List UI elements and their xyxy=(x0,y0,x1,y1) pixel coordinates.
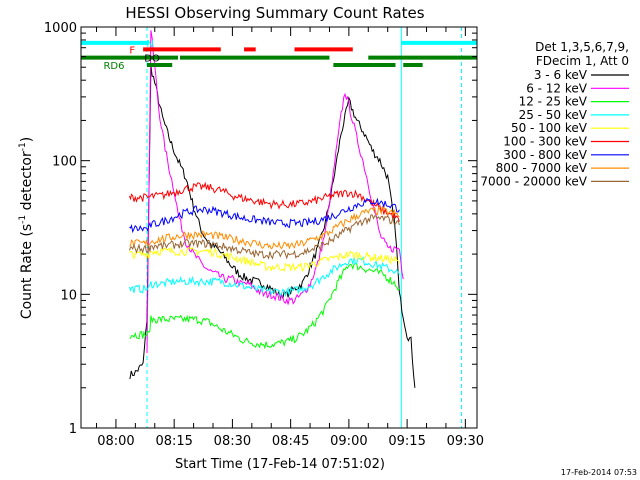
y-axis-label-mid: detector xyxy=(19,151,35,215)
x-tick-label-6: 09:30 xyxy=(447,434,484,449)
legend-label-3: 25 - 50 keV xyxy=(519,108,588,122)
y-axis-label-end: ) xyxy=(19,137,35,142)
series-line-1-0 xyxy=(146,30,404,354)
legend-header-line-1: Det 1,3,5,6,7,9, xyxy=(535,40,629,54)
legend-label-6: 300 - 800 keV xyxy=(503,148,587,162)
series-line-0-2 xyxy=(129,65,416,388)
x-tick-label-1: 08:15 xyxy=(155,434,192,449)
legend-label-2: 12 - 25 keV xyxy=(519,95,588,109)
legend-label-1: 6 - 12 keV xyxy=(526,81,588,95)
legend-header-line-2: FDecim 1, Att 0 xyxy=(536,54,629,68)
y-axis-label-main: Count Rate (s xyxy=(19,224,35,319)
y-axis-label-sup1: -1 xyxy=(18,215,28,224)
x-tick-label-3: 08:45 xyxy=(272,434,309,449)
flag-label-3: RD6 xyxy=(103,61,124,72)
y-tick-label-0: 1 xyxy=(69,422,77,437)
y-axis-label: Count Rate (s-1 detector-1) xyxy=(18,137,35,319)
footer-timestamp: 17-Feb-2014 07:53 xyxy=(561,468,637,477)
x-tick-label-4: 09:00 xyxy=(330,434,367,449)
legend-label-5: 100 - 300 keV xyxy=(503,135,587,149)
flag-label-1: F xyxy=(129,45,135,56)
plot-area: NF DO RD6 1 10 100 1000 08:00 08:15 08:30 08:45 09:… xyxy=(44,21,629,449)
y-axis-label-sup2: -1 xyxy=(18,142,28,151)
series-line-6-0 xyxy=(129,197,400,234)
x-tick-label-2: 08:30 xyxy=(214,434,251,449)
x-axis-label: Start Time (17-Feb-14 07:51:02) xyxy=(175,457,385,472)
flag-label-0: N xyxy=(146,39,153,50)
legend-label-0: 3 - 6 keV xyxy=(534,68,588,82)
series-line-7-0 xyxy=(129,205,400,250)
series-line-2-0 xyxy=(129,262,400,350)
series-line-8-0 xyxy=(129,214,400,260)
series-line-4-0 xyxy=(129,246,400,272)
y-tick-label-2: 100 xyxy=(52,155,77,170)
legend-label-8: 7000 - 20000 keV xyxy=(480,174,587,188)
flag-label-2: DO xyxy=(144,54,160,65)
legend-label-4: 50 - 100 keV xyxy=(511,121,588,135)
plot-frame xyxy=(80,26,478,429)
x-tick-label-0: 08:00 xyxy=(97,434,134,449)
legend-label-7: 800 - 7000 keV xyxy=(496,161,588,175)
chart-title: HESSI Observing Summary Count Rates xyxy=(125,4,424,22)
y-tick-label-1: 10 xyxy=(60,288,77,303)
y-tick-label-3: 1000 xyxy=(44,21,77,36)
x-tick-label-5: 09:15 xyxy=(388,434,425,449)
series-line-5-0 xyxy=(129,181,400,222)
